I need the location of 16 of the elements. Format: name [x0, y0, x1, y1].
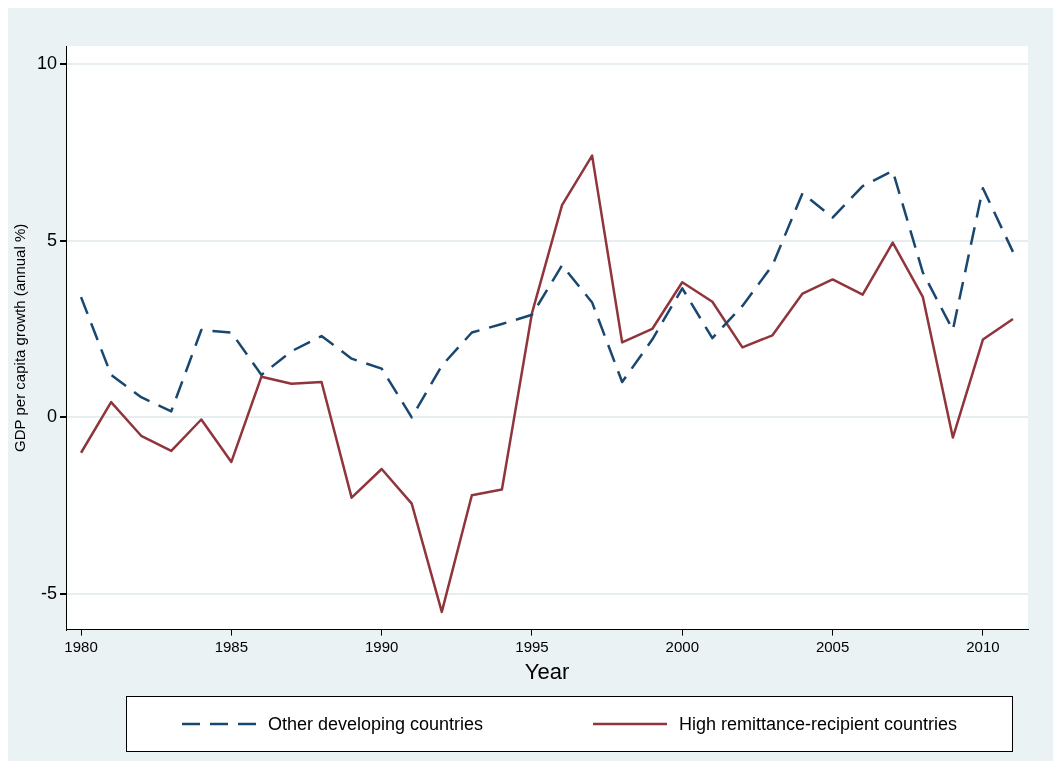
line-series: [79, 169, 1015, 419]
y-tick-label: -5: [41, 583, 58, 604]
legend-label: High remittance-recipient countries: [678, 713, 958, 735]
x-tick-label: 1985: [214, 637, 249, 655]
legend-label: Other developing countries: [267, 713, 484, 735]
y-tick-label: 5: [47, 229, 58, 250]
x-tick-label: 1995: [515, 637, 549, 655]
x-tick-label: 1990: [364, 637, 399, 655]
x-axis-title: Year: [524, 658, 570, 684]
y-axis-title: GDP per capita growth (annual %): [11, 223, 29, 452]
y-tick-label: 0: [47, 406, 58, 427]
x-tick-label: 2000: [665, 637, 699, 655]
x-tick-label: 2005: [815, 637, 850, 655]
y-tick-label: 10: [36, 52, 58, 73]
x-tick-label: 1980: [64, 637, 98, 655]
x-tick-label: 2010: [966, 637, 1000, 655]
